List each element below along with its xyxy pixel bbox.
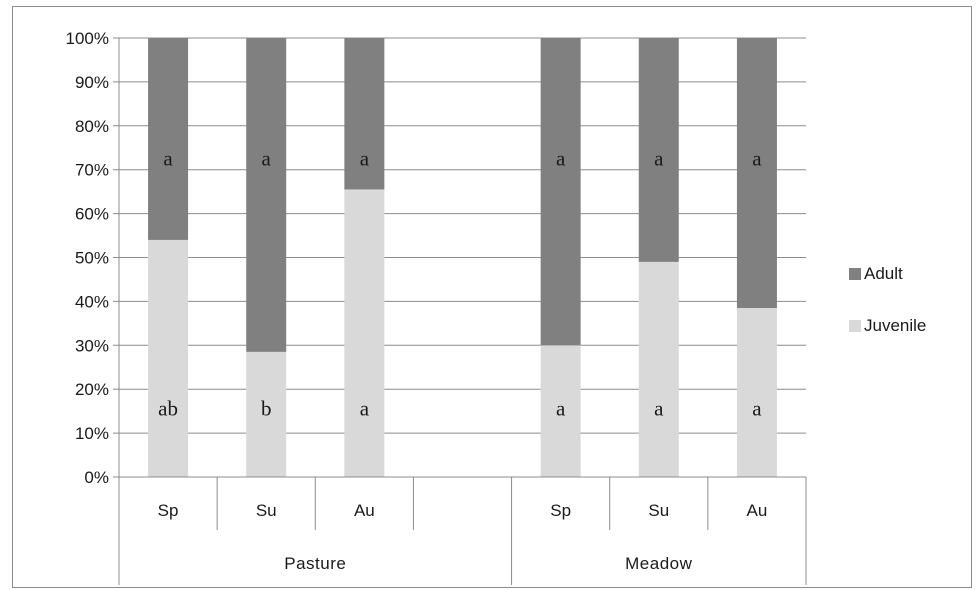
legend-swatch: [849, 268, 861, 280]
annotation-label-adult: a: [752, 146, 762, 170]
bar-adult: [344, 38, 385, 190]
bar-adult: [540, 38, 581, 346]
y-tick-label: 60%: [75, 205, 109, 224]
x-tick-label: Au: [747, 501, 768, 520]
chart-frame: 0% 10% 20% 30% 40% 50% 60% 70% 80% 90% 100% ab a b a a a…: [12, 6, 972, 588]
y-tick-label: 100%: [66, 29, 109, 48]
y-tick-label: 80%: [75, 117, 109, 136]
bar-juvenile: [736, 307, 777, 477]
bar-juvenile: [344, 189, 385, 477]
x-tick-label: Su: [256, 501, 277, 520]
legend-label: Juvenile: [864, 316, 926, 335]
x-tick-label: Su: [648, 501, 669, 520]
bar-adult: [736, 38, 777, 308]
y-tick-label: 70%: [75, 161, 109, 180]
annotation-label-juvenile: a: [556, 397, 566, 421]
y-tick-label: 30%: [75, 336, 109, 355]
y-tick-label: 90%: [75, 73, 109, 92]
annotation-label-adult: a: [262, 146, 272, 170]
y-tick-label: 20%: [75, 380, 109, 399]
annotation-label-adult: a: [654, 146, 664, 170]
y-tick-label: 0%: [84, 468, 109, 487]
bar-juvenile: [540, 345, 581, 477]
x-group-label: Meadow: [625, 554, 692, 573]
bar-juvenile: [638, 261, 679, 477]
x-tick-label: Sp: [158, 501, 179, 520]
bar-adult: [246, 38, 287, 352]
bar-juvenile: [148, 239, 189, 477]
annotation-label-adult: a: [360, 146, 370, 170]
annotation-label-juvenile: a: [360, 397, 370, 421]
y-tick-label: 50%: [75, 249, 109, 268]
x-tick-label: Sp: [550, 501, 571, 520]
bar-juvenile: [246, 351, 287, 477]
legend-label: Adult: [864, 264, 903, 283]
x-group-label: Pasture: [284, 554, 346, 573]
annotation-label-adult: a: [163, 146, 173, 170]
bar-adult: [638, 38, 679, 262]
bar-adult: [148, 38, 189, 240]
annotation-label-juvenile: ab: [158, 397, 178, 421]
annotation-label-juvenile: b: [261, 397, 272, 421]
annotation-label-juvenile: a: [654, 397, 664, 421]
legend-swatch: [849, 320, 861, 332]
y-tick-label: 10%: [75, 424, 109, 443]
x-tick-label: Au: [354, 501, 375, 520]
annotation-label-adult: a: [556, 146, 566, 170]
annotation-label-juvenile: a: [752, 397, 762, 421]
stacked-bar-chart: 0%10%20%30%40%50%60%70%80%90%100%ababaaa…: [66, 29, 926, 585]
y-tick-label: 40%: [75, 292, 109, 311]
